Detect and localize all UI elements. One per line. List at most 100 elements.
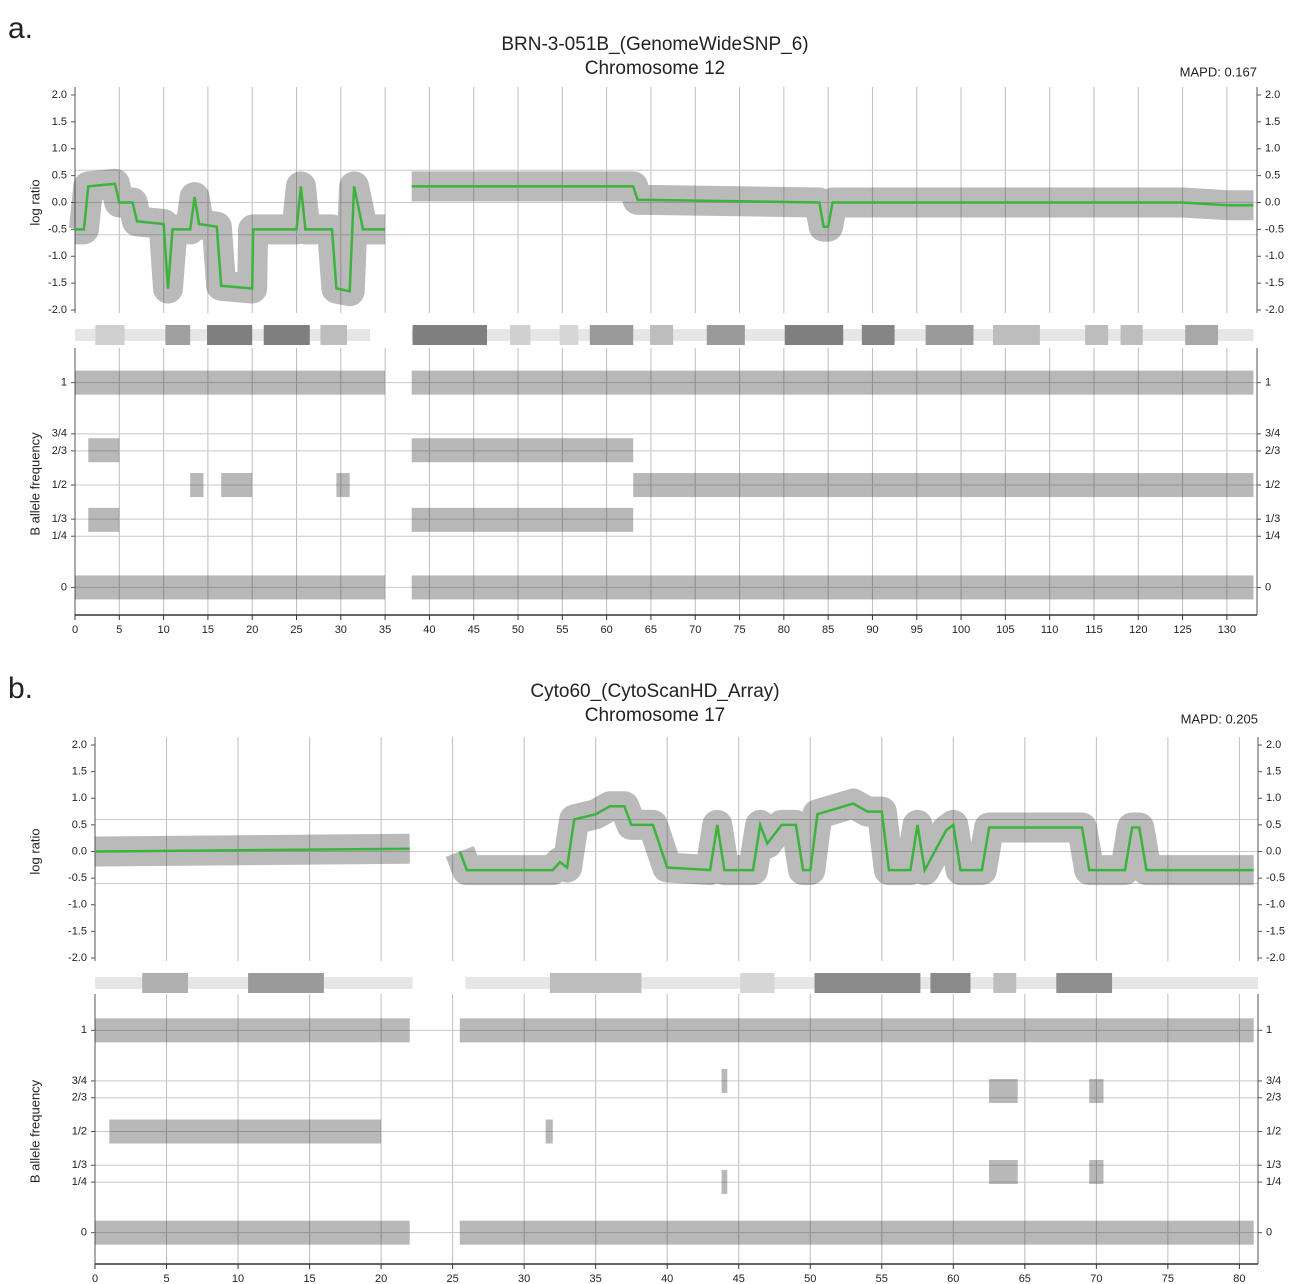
baf-cluster (411, 575, 1254, 600)
y-tick-label: -2.0 (1266, 952, 1285, 964)
x-tick-label: 60 (601, 624, 613, 636)
y-tick-label: 0.5 (1266, 819, 1281, 831)
y-tick-label: 3/4 (52, 428, 67, 440)
baf-cluster (75, 370, 386, 395)
y-tick-label: -0.5 (68, 872, 87, 884)
y-tick-label: 0 (81, 1227, 87, 1239)
y-tick-label: 1 (81, 1024, 87, 1036)
ideogram-band (589, 325, 634, 345)
x-tick-label: 10 (232, 1273, 244, 1284)
data-cloud (94, 788, 1254, 886)
y-tick-label: -2.0 (68, 952, 87, 964)
x-tick-label: 0 (92, 1273, 98, 1284)
baf-cluster (989, 1159, 1018, 1184)
x-tick-label: 65 (645, 624, 657, 636)
baf-cluster (336, 473, 350, 498)
baf-cluster (459, 1018, 1254, 1043)
ideogram-band (930, 973, 971, 993)
y-tick-label: 1 (1265, 377, 1271, 389)
ideogram-band (263, 325, 310, 345)
baf-cluster (721, 1068, 728, 1093)
x-tick-label: 15 (202, 624, 214, 636)
baf-cluster (633, 473, 1254, 498)
y-tick-label: 2.0 (72, 739, 87, 751)
y-tick-label: 2.0 (52, 89, 67, 101)
baf-cluster (411, 438, 634, 463)
baf-cluster (95, 1220, 410, 1245)
y-tick-label: 3/4 (1266, 1075, 1281, 1087)
x-tick-label: 95 (911, 624, 923, 636)
x-tick-label: 90 (866, 624, 878, 636)
y-tick-label: 1/3 (52, 513, 67, 525)
y-tick-label: 3/4 (1265, 428, 1280, 440)
x-tick-label: 40 (423, 624, 435, 636)
y-tick-label: 1/2 (1265, 479, 1280, 491)
ideogram-band (1120, 325, 1143, 345)
baf-cluster (721, 1170, 728, 1195)
y-axis-label: log ratio (27, 828, 42, 874)
ideogram-band (706, 325, 745, 345)
y-axis-label: B allele frequency (27, 1079, 42, 1183)
baf-cluster (221, 473, 253, 498)
x-tick-label: 25 (290, 624, 302, 636)
y-tick-label: 0.0 (72, 845, 87, 857)
y-tick-label: 0.5 (72, 819, 87, 831)
x-tick-label: 0 (72, 624, 78, 636)
x-tick-label: 5 (116, 624, 122, 636)
x-tick-label: 50 (512, 624, 524, 636)
ideogram-band (740, 973, 775, 993)
chart-subtitle: Chromosome 12 (585, 58, 725, 79)
y-tick-label: 1/4 (1265, 530, 1280, 542)
chart-title: BRN-3-051B_(GenomeWideSNP_6) (501, 34, 808, 55)
chart-subtitle: Chromosome 17 (585, 705, 725, 726)
y-tick-label: -1.5 (68, 925, 87, 937)
x-tick-label: 40 (661, 1273, 673, 1284)
y-tick-label: 1.5 (52, 116, 67, 128)
ideogram-band (165, 325, 191, 345)
y-tick-label: 1.5 (1265, 116, 1280, 128)
y-tick-label: 2.0 (1265, 89, 1280, 101)
x-tick-label: 55 (556, 624, 568, 636)
y-tick-label: 1 (61, 377, 67, 389)
x-tick-label: 80 (1233, 1273, 1245, 1284)
y-tick-label: 2/3 (52, 445, 67, 457)
y-tick-label: 1.0 (1266, 792, 1281, 804)
ideogram-band (993, 973, 1017, 993)
x-tick-label: 70 (1090, 1273, 1102, 1284)
x-tick-label: 105 (996, 624, 1014, 636)
x-tick-label: 75 (733, 624, 745, 636)
baf-cluster (190, 473, 204, 498)
x-tick-label: 35 (590, 1273, 602, 1284)
ideogram-band (1085, 325, 1109, 345)
y-tick-label: -2.0 (48, 304, 67, 316)
panel-label: b. (8, 672, 33, 705)
panel-label: a. (8, 12, 33, 45)
y-tick-label: 1/3 (72, 1159, 87, 1171)
y-tick-label: 2/3 (72, 1092, 87, 1104)
x-tick-label: 110 (1041, 624, 1059, 636)
y-tick-label: 1/2 (52, 479, 67, 491)
baf-cluster (88, 438, 120, 463)
x-tick-label: 45 (733, 1273, 745, 1284)
ideogram-band (814, 973, 921, 993)
x-tick-label: 100 (952, 624, 970, 636)
y-tick-label: 0.0 (1266, 845, 1281, 857)
y-tick-label: 1/4 (72, 1176, 87, 1188)
y-tick-label: -2.0 (1265, 304, 1284, 316)
y-tick-label: -1.0 (1265, 250, 1284, 262)
x-tick-label: 20 (246, 624, 258, 636)
y-tick-label: 1.5 (72, 766, 87, 778)
ideogram-band (549, 973, 642, 993)
y-tick-label: 1.0 (72, 792, 87, 804)
y-tick-label: -1.0 (48, 250, 67, 262)
x-tick-label: 50 (804, 1273, 816, 1284)
y-tick-label: 0 (1266, 1227, 1272, 1239)
chart-title: Cyto60_(CytoScanHD_Array) (530, 681, 779, 702)
ideogram-band (1056, 973, 1113, 993)
x-tick-label: 45 (468, 624, 480, 636)
ideogram-band (248, 973, 324, 993)
x-tick-label: 30 (335, 624, 347, 636)
y-tick-label: 1/4 (52, 530, 67, 542)
annotation: MAPD: 0.205 (1181, 711, 1258, 726)
